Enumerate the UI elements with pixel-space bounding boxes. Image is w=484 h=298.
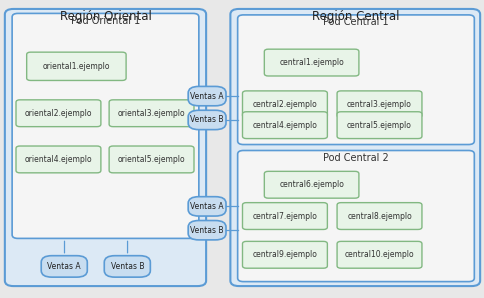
FancyBboxPatch shape [188,110,226,130]
Text: oriental4.ejemplo: oriental4.ejemplo [25,155,92,164]
FancyBboxPatch shape [264,171,358,198]
FancyBboxPatch shape [41,256,87,277]
FancyBboxPatch shape [242,91,327,118]
Text: central10.ejemplo: central10.ejemplo [344,250,413,259]
Text: central7.ejemplo: central7.ejemplo [252,212,317,221]
Text: Pod Central 2: Pod Central 2 [322,153,388,163]
FancyBboxPatch shape [188,221,226,240]
Text: central9.ejemplo: central9.ejemplo [252,250,317,259]
FancyBboxPatch shape [237,150,473,282]
Text: Región Oriental: Región Oriental [60,10,151,23]
Text: Ventas A: Ventas A [190,202,224,211]
FancyBboxPatch shape [188,197,226,216]
FancyBboxPatch shape [27,52,126,80]
FancyBboxPatch shape [16,146,101,173]
FancyBboxPatch shape [16,100,101,127]
Text: central6.ejemplo: central6.ejemplo [279,180,343,189]
Text: Ventas B: Ventas B [110,262,144,271]
Text: Pod Central 1: Pod Central 1 [322,17,388,27]
FancyBboxPatch shape [188,86,226,106]
FancyBboxPatch shape [109,146,194,173]
Text: central8.ejemplo: central8.ejemplo [347,212,411,221]
Text: Ventas A: Ventas A [47,262,81,271]
Text: central2.ejemplo: central2.ejemplo [252,100,317,109]
Text: Ventas A: Ventas A [190,91,224,101]
Text: central4.ejemplo: central4.ejemplo [252,121,317,130]
FancyBboxPatch shape [336,91,421,118]
Text: central5.ejemplo: central5.ejemplo [347,121,411,130]
FancyBboxPatch shape [242,203,327,229]
Text: Región Central: Región Central [311,10,398,23]
FancyBboxPatch shape [242,112,327,139]
FancyBboxPatch shape [104,256,150,277]
FancyBboxPatch shape [237,15,473,145]
FancyBboxPatch shape [336,112,421,139]
Text: oriental2.ejemplo: oriental2.ejemplo [25,109,92,118]
Text: oriental5.ejemplo: oriental5.ejemplo [118,155,185,164]
Text: Ventas B: Ventas B [190,226,224,235]
Text: Pod Oriental 1: Pod Oriental 1 [71,16,140,26]
FancyBboxPatch shape [264,49,358,76]
FancyBboxPatch shape [12,13,198,238]
Text: central3.ejemplo: central3.ejemplo [347,100,411,109]
Text: oriental3.ejemplo: oriental3.ejemplo [118,109,185,118]
Text: oriental1.ejemplo: oriental1.ejemplo [43,62,110,71]
Text: Ventas B: Ventas B [190,115,224,125]
FancyBboxPatch shape [5,9,206,286]
FancyBboxPatch shape [336,241,421,268]
Text: central1.ejemplo: central1.ejemplo [279,58,343,67]
FancyBboxPatch shape [242,241,327,268]
FancyBboxPatch shape [109,100,194,127]
FancyBboxPatch shape [230,9,479,286]
FancyBboxPatch shape [336,203,421,229]
